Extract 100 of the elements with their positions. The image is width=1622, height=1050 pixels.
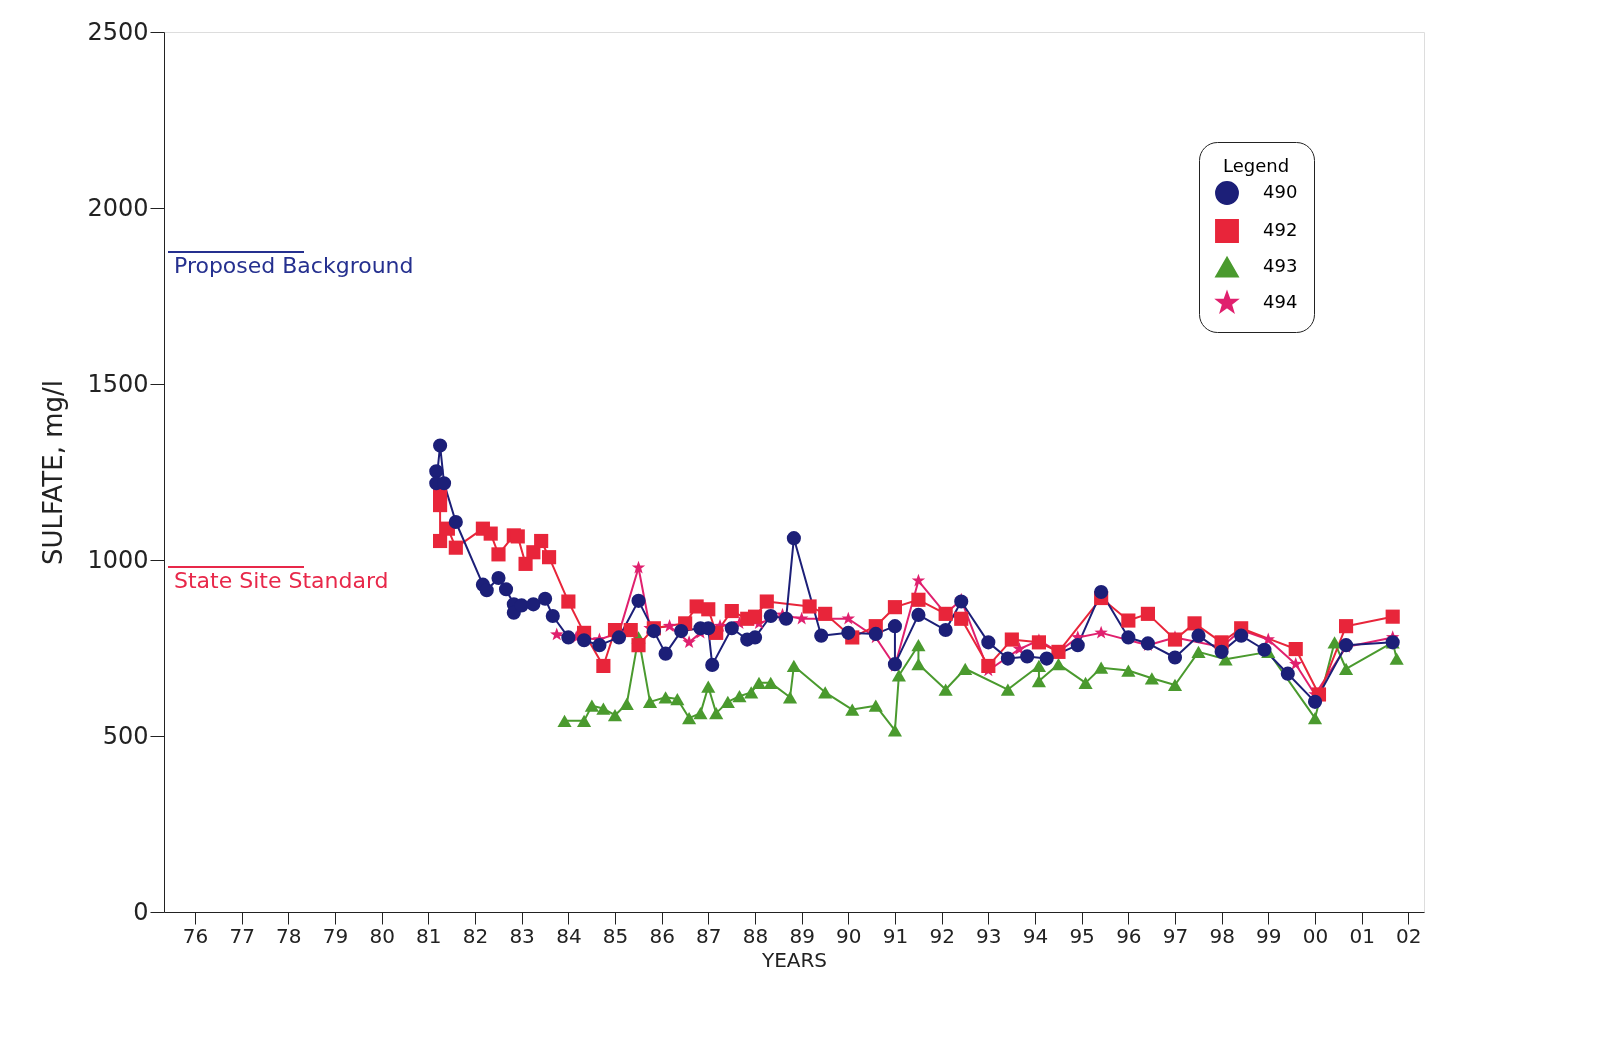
point bbox=[596, 702, 611, 715]
point bbox=[720, 695, 735, 708]
point bbox=[491, 547, 506, 562]
point bbox=[1191, 645, 1206, 658]
point bbox=[545, 608, 560, 624]
x-tick-label: 86 bbox=[649, 923, 675, 948]
point bbox=[1078, 676, 1093, 689]
x-tick-label: 97 bbox=[1162, 923, 1189, 948]
ref-line-label: State Site Standard bbox=[174, 568, 389, 594]
point bbox=[670, 692, 685, 706]
point bbox=[1167, 650, 1183, 665]
point bbox=[1051, 658, 1066, 671]
point bbox=[845, 703, 860, 716]
legend-label: 493 bbox=[1263, 255, 1298, 276]
x-tick-label: 89 bbox=[789, 923, 815, 948]
point bbox=[1094, 584, 1109, 600]
point bbox=[1280, 666, 1295, 681]
legend-title: Legend bbox=[1222, 155, 1290, 176]
point bbox=[1020, 649, 1035, 664]
point bbox=[1307, 694, 1323, 709]
point bbox=[1288, 641, 1303, 657]
point bbox=[534, 533, 549, 549]
point bbox=[577, 633, 592, 648]
point bbox=[448, 514, 463, 530]
point bbox=[1031, 674, 1046, 688]
point bbox=[938, 622, 953, 638]
x-tick-label: 01 bbox=[1349, 923, 1375, 948]
point bbox=[911, 639, 926, 652]
point bbox=[498, 582, 514, 597]
point bbox=[1389, 652, 1404, 665]
point bbox=[841, 611, 856, 625]
point bbox=[1140, 606, 1155, 621]
point bbox=[1094, 661, 1109, 674]
point bbox=[794, 611, 809, 625]
point bbox=[732, 690, 747, 703]
point bbox=[981, 635, 996, 650]
x-tick-label: 88 bbox=[742, 923, 769, 948]
x-tick-label: 85 bbox=[602, 923, 629, 948]
point bbox=[868, 626, 883, 641]
point bbox=[747, 630, 763, 645]
y-tick-label: 1000 bbox=[87, 545, 149, 574]
point bbox=[479, 583, 494, 598]
point bbox=[433, 533, 448, 549]
point bbox=[1385, 609, 1400, 624]
point bbox=[779, 611, 794, 626]
y-tick-label: 2500 bbox=[87, 17, 149, 46]
point bbox=[611, 630, 627, 645]
point bbox=[841, 625, 856, 640]
point bbox=[448, 540, 463, 555]
x-tick-label: 84 bbox=[556, 923, 582, 948]
point bbox=[954, 611, 969, 626]
x-tick-label: 02 bbox=[1396, 923, 1422, 948]
point bbox=[1031, 635, 1046, 650]
legend-label: 492 bbox=[1263, 219, 1298, 240]
point bbox=[658, 691, 673, 704]
point bbox=[1121, 630, 1136, 645]
point bbox=[1234, 628, 1249, 643]
x-tick-label: 95 bbox=[1069, 923, 1095, 948]
x-tick-label: 77 bbox=[229, 923, 255, 948]
x-tick-label: 83 bbox=[509, 923, 535, 948]
point bbox=[623, 622, 638, 638]
point bbox=[538, 591, 553, 606]
x-tick-label: 87 bbox=[696, 923, 722, 948]
x-tick-label: 92 bbox=[929, 923, 955, 948]
point bbox=[1338, 662, 1354, 675]
point bbox=[433, 498, 448, 513]
point bbox=[561, 630, 576, 645]
point bbox=[1167, 678, 1183, 692]
x-tick-label: 96 bbox=[1116, 923, 1142, 948]
point bbox=[887, 619, 902, 634]
point bbox=[682, 711, 697, 725]
point bbox=[526, 597, 541, 612]
x-tick-label: 91 bbox=[882, 923, 909, 948]
point bbox=[1257, 642, 1272, 657]
point bbox=[1004, 632, 1019, 647]
point bbox=[701, 602, 716, 617]
x-tick-label: 98 bbox=[1209, 923, 1235, 948]
x-tick-label: 81 bbox=[416, 923, 442, 948]
point bbox=[887, 724, 902, 737]
point bbox=[786, 531, 801, 546]
point bbox=[759, 594, 774, 609]
point bbox=[429, 464, 444, 479]
y-tick-label: 0 bbox=[133, 897, 149, 926]
point bbox=[510, 529, 525, 544]
y-tick-label: 1500 bbox=[87, 369, 149, 398]
point bbox=[631, 593, 646, 608]
point bbox=[592, 638, 607, 653]
x-tick-label: 80 bbox=[369, 923, 395, 948]
point bbox=[491, 570, 506, 586]
point bbox=[1144, 672, 1159, 685]
point bbox=[814, 628, 829, 643]
point bbox=[1261, 632, 1275, 646]
point bbox=[658, 646, 673, 661]
x-axis-title: YEARS bbox=[760, 947, 828, 972]
point bbox=[1094, 625, 1108, 639]
point bbox=[682, 635, 696, 649]
point bbox=[1039, 651, 1054, 666]
point bbox=[911, 592, 926, 607]
x-tick-label: 79 bbox=[322, 923, 349, 948]
point bbox=[786, 659, 801, 673]
